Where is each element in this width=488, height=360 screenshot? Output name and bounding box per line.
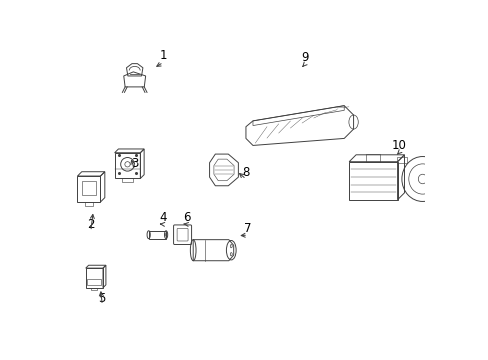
Bar [87, 279, 101, 285]
Bar [148, 231, 166, 239]
Text: 6: 6 [183, 211, 190, 224]
Bar [91, 288, 97, 290]
Bar [366, 154, 380, 162]
Text: 1: 1 [160, 49, 167, 62]
Text: 5: 5 [99, 292, 106, 305]
Bar [396, 157, 406, 163]
Text: 4: 4 [160, 211, 167, 224]
Text: 8: 8 [242, 166, 249, 179]
Text: 9: 9 [301, 51, 308, 64]
Text: 10: 10 [391, 139, 406, 152]
Text: 2: 2 [87, 219, 94, 231]
Text: 7: 7 [244, 222, 251, 235]
Bar [84, 202, 93, 206]
Text: 3: 3 [131, 157, 138, 170]
Bar [122, 179, 133, 182]
Bar [82, 181, 96, 195]
